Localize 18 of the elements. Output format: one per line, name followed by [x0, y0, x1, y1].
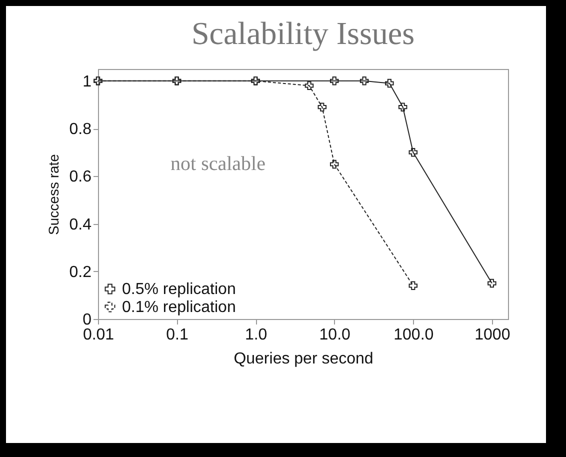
y-tick-label: 0.4 [69, 216, 92, 234]
x-tick-label: 100.0 [394, 326, 434, 344]
y-tick-label: 0.8 [69, 121, 92, 138]
x-tick-label: 1000 [474, 326, 510, 344]
legend-label: 0.1% replication [122, 299, 236, 316]
y-tick-label: 0 [82, 312, 92, 328]
x-axis-title: Queries per second [234, 350, 374, 368]
chart-title: Scalability Issues [191, 15, 415, 51]
x-tick-label: 0.01 [82, 326, 114, 344]
y-axis-title: Success rate [45, 154, 62, 235]
y-tick-label: 1 [82, 73, 92, 90]
x-tick-label: 0.1 [166, 326, 188, 344]
legend-label: 0.5% replication [122, 281, 236, 298]
x-tick-label: 1.0 [244, 326, 268, 344]
y-tick-label: 0.2 [69, 264, 92, 281]
x-tick-label: 10.0 [319, 326, 351, 344]
y-tick-label: 0.6 [69, 168, 92, 186]
annotation: not scalable [170, 153, 266, 175]
